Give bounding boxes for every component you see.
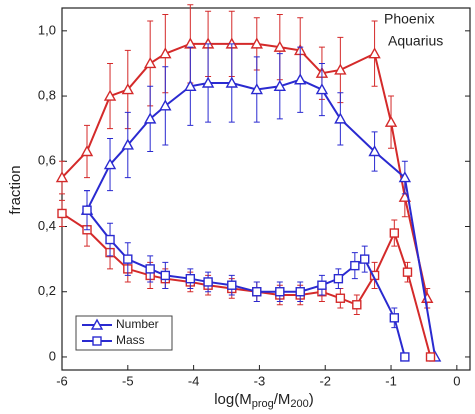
triangle-marker bbox=[334, 112, 347, 124]
square-marker bbox=[105, 234, 115, 245]
legend-label: Aquarius bbox=[388, 33, 443, 49]
series-line bbox=[86, 78, 437, 358]
x-tick-label: -2 bbox=[319, 373, 331, 388]
square-marker bbox=[333, 273, 344, 284]
y-tick-label: 1,0 bbox=[38, 22, 56, 37]
triangle-marker bbox=[225, 76, 238, 88]
x-tick-label: -5 bbox=[122, 373, 134, 388]
square-marker bbox=[317, 280, 327, 290]
x-label-part: /M bbox=[274, 391, 291, 408]
x-label-sub: 200 bbox=[290, 398, 308, 410]
triangle-marker bbox=[143, 57, 157, 69]
triangle-marker bbox=[334, 63, 347, 75]
y-tick-label: 0,6 bbox=[38, 153, 56, 168]
triangle-marker bbox=[273, 40, 287, 52]
triangle-marker bbox=[90, 318, 104, 330]
triangle-marker bbox=[121, 138, 134, 150]
square-marker bbox=[92, 336, 102, 346]
legend-label: Phoenix bbox=[384, 11, 435, 27]
triangle-marker bbox=[103, 89, 117, 101]
x-tick-label: -1 bbox=[385, 373, 397, 388]
legend-label: Number bbox=[116, 317, 159, 331]
square-marker bbox=[360, 254, 370, 264]
legend-box bbox=[75, 315, 173, 351]
triangle-marker bbox=[121, 83, 134, 95]
square-marker bbox=[227, 280, 237, 290]
y-tick-label: 0,4 bbox=[38, 218, 56, 233]
square-marker bbox=[295, 287, 305, 297]
triangle-marker bbox=[250, 83, 263, 95]
triangle-marker bbox=[80, 145, 94, 157]
triangle-marker bbox=[159, 99, 172, 111]
triangle-marker bbox=[250, 37, 263, 49]
triangle-marker bbox=[368, 145, 381, 157]
square-marker bbox=[203, 277, 213, 287]
square-marker bbox=[82, 205, 92, 215]
square-marker bbox=[425, 352, 436, 362]
triangle-marker bbox=[184, 79, 197, 91]
triangle-marker bbox=[315, 83, 329, 95]
y-tick-label: 0 bbox=[49, 348, 56, 363]
triangle-marker bbox=[201, 76, 215, 88]
square-marker bbox=[185, 273, 196, 284]
triangle-marker bbox=[143, 112, 157, 124]
x-axis-label: log(Mprog/M200) bbox=[214, 391, 314, 410]
x-label-part: ) bbox=[309, 391, 314, 408]
triangle-marker bbox=[103, 158, 117, 170]
square-marker bbox=[402, 267, 413, 277]
square-marker bbox=[389, 313, 400, 323]
square-marker bbox=[145, 264, 155, 274]
square-marker bbox=[275, 287, 285, 297]
triangle-marker bbox=[159, 47, 172, 59]
triangle-marker bbox=[384, 115, 398, 127]
x-tick-label: -6 bbox=[56, 373, 68, 388]
legend-label: Mass bbox=[116, 333, 145, 347]
x-label-sub: prog bbox=[252, 398, 274, 410]
square-marker bbox=[123, 254, 133, 264]
square-marker bbox=[160, 270, 171, 281]
x-label-part: log(M bbox=[214, 391, 252, 408]
x-tick-label: -4 bbox=[188, 373, 200, 388]
triangle-marker bbox=[273, 79, 287, 91]
y-axis-label: fraction bbox=[7, 165, 24, 214]
x-tick-label: 0 bbox=[453, 373, 460, 388]
triangle-marker bbox=[398, 171, 412, 183]
triangle-marker bbox=[55, 171, 69, 183]
square-marker bbox=[400, 352, 410, 362]
x-tick-label: -3 bbox=[254, 373, 266, 388]
triangle-marker bbox=[368, 47, 381, 59]
triangle-marker bbox=[294, 73, 307, 85]
square-marker bbox=[57, 208, 67, 219]
square-marker bbox=[389, 228, 400, 238]
square-marker bbox=[252, 287, 262, 297]
square-marker bbox=[335, 293, 346, 303]
y-tick-label: 0,2 bbox=[38, 283, 56, 298]
square-marker bbox=[350, 260, 360, 271]
square-marker bbox=[352, 300, 362, 310]
y-tick-label: 0,8 bbox=[38, 87, 56, 102]
